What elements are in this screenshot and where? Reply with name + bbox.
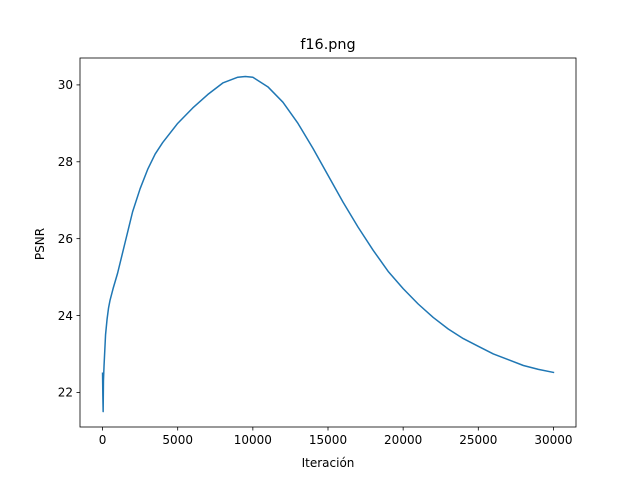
chart-title: f16.png [300, 37, 355, 53]
x-tick-label: 15000 [309, 433, 347, 447]
y-tick-label: 30 [58, 78, 73, 92]
y-tick-label: 22 [58, 386, 73, 400]
y-tick-label: 26 [58, 232, 73, 246]
y-tick-label: 28 [58, 155, 73, 169]
y-axis-label: PSNR [33, 228, 47, 260]
x-tick-label: 10000 [234, 433, 272, 447]
y-tick-label: 24 [58, 309, 73, 323]
x-axis-label: Iteración [302, 456, 355, 470]
plot-area: 0 5000 10000 15000 20000 25000 30000 22 24 26 28 30 [58, 57, 577, 447]
x-tick-label: 0 [99, 433, 107, 447]
x-tick-label: 30000 [534, 433, 572, 447]
series-line-0 [101, 75, 555, 413]
x-tick-label: 25000 [459, 433, 497, 447]
x-tick-label: 5000 [162, 433, 193, 447]
x-tick-label: 20000 [384, 433, 422, 447]
